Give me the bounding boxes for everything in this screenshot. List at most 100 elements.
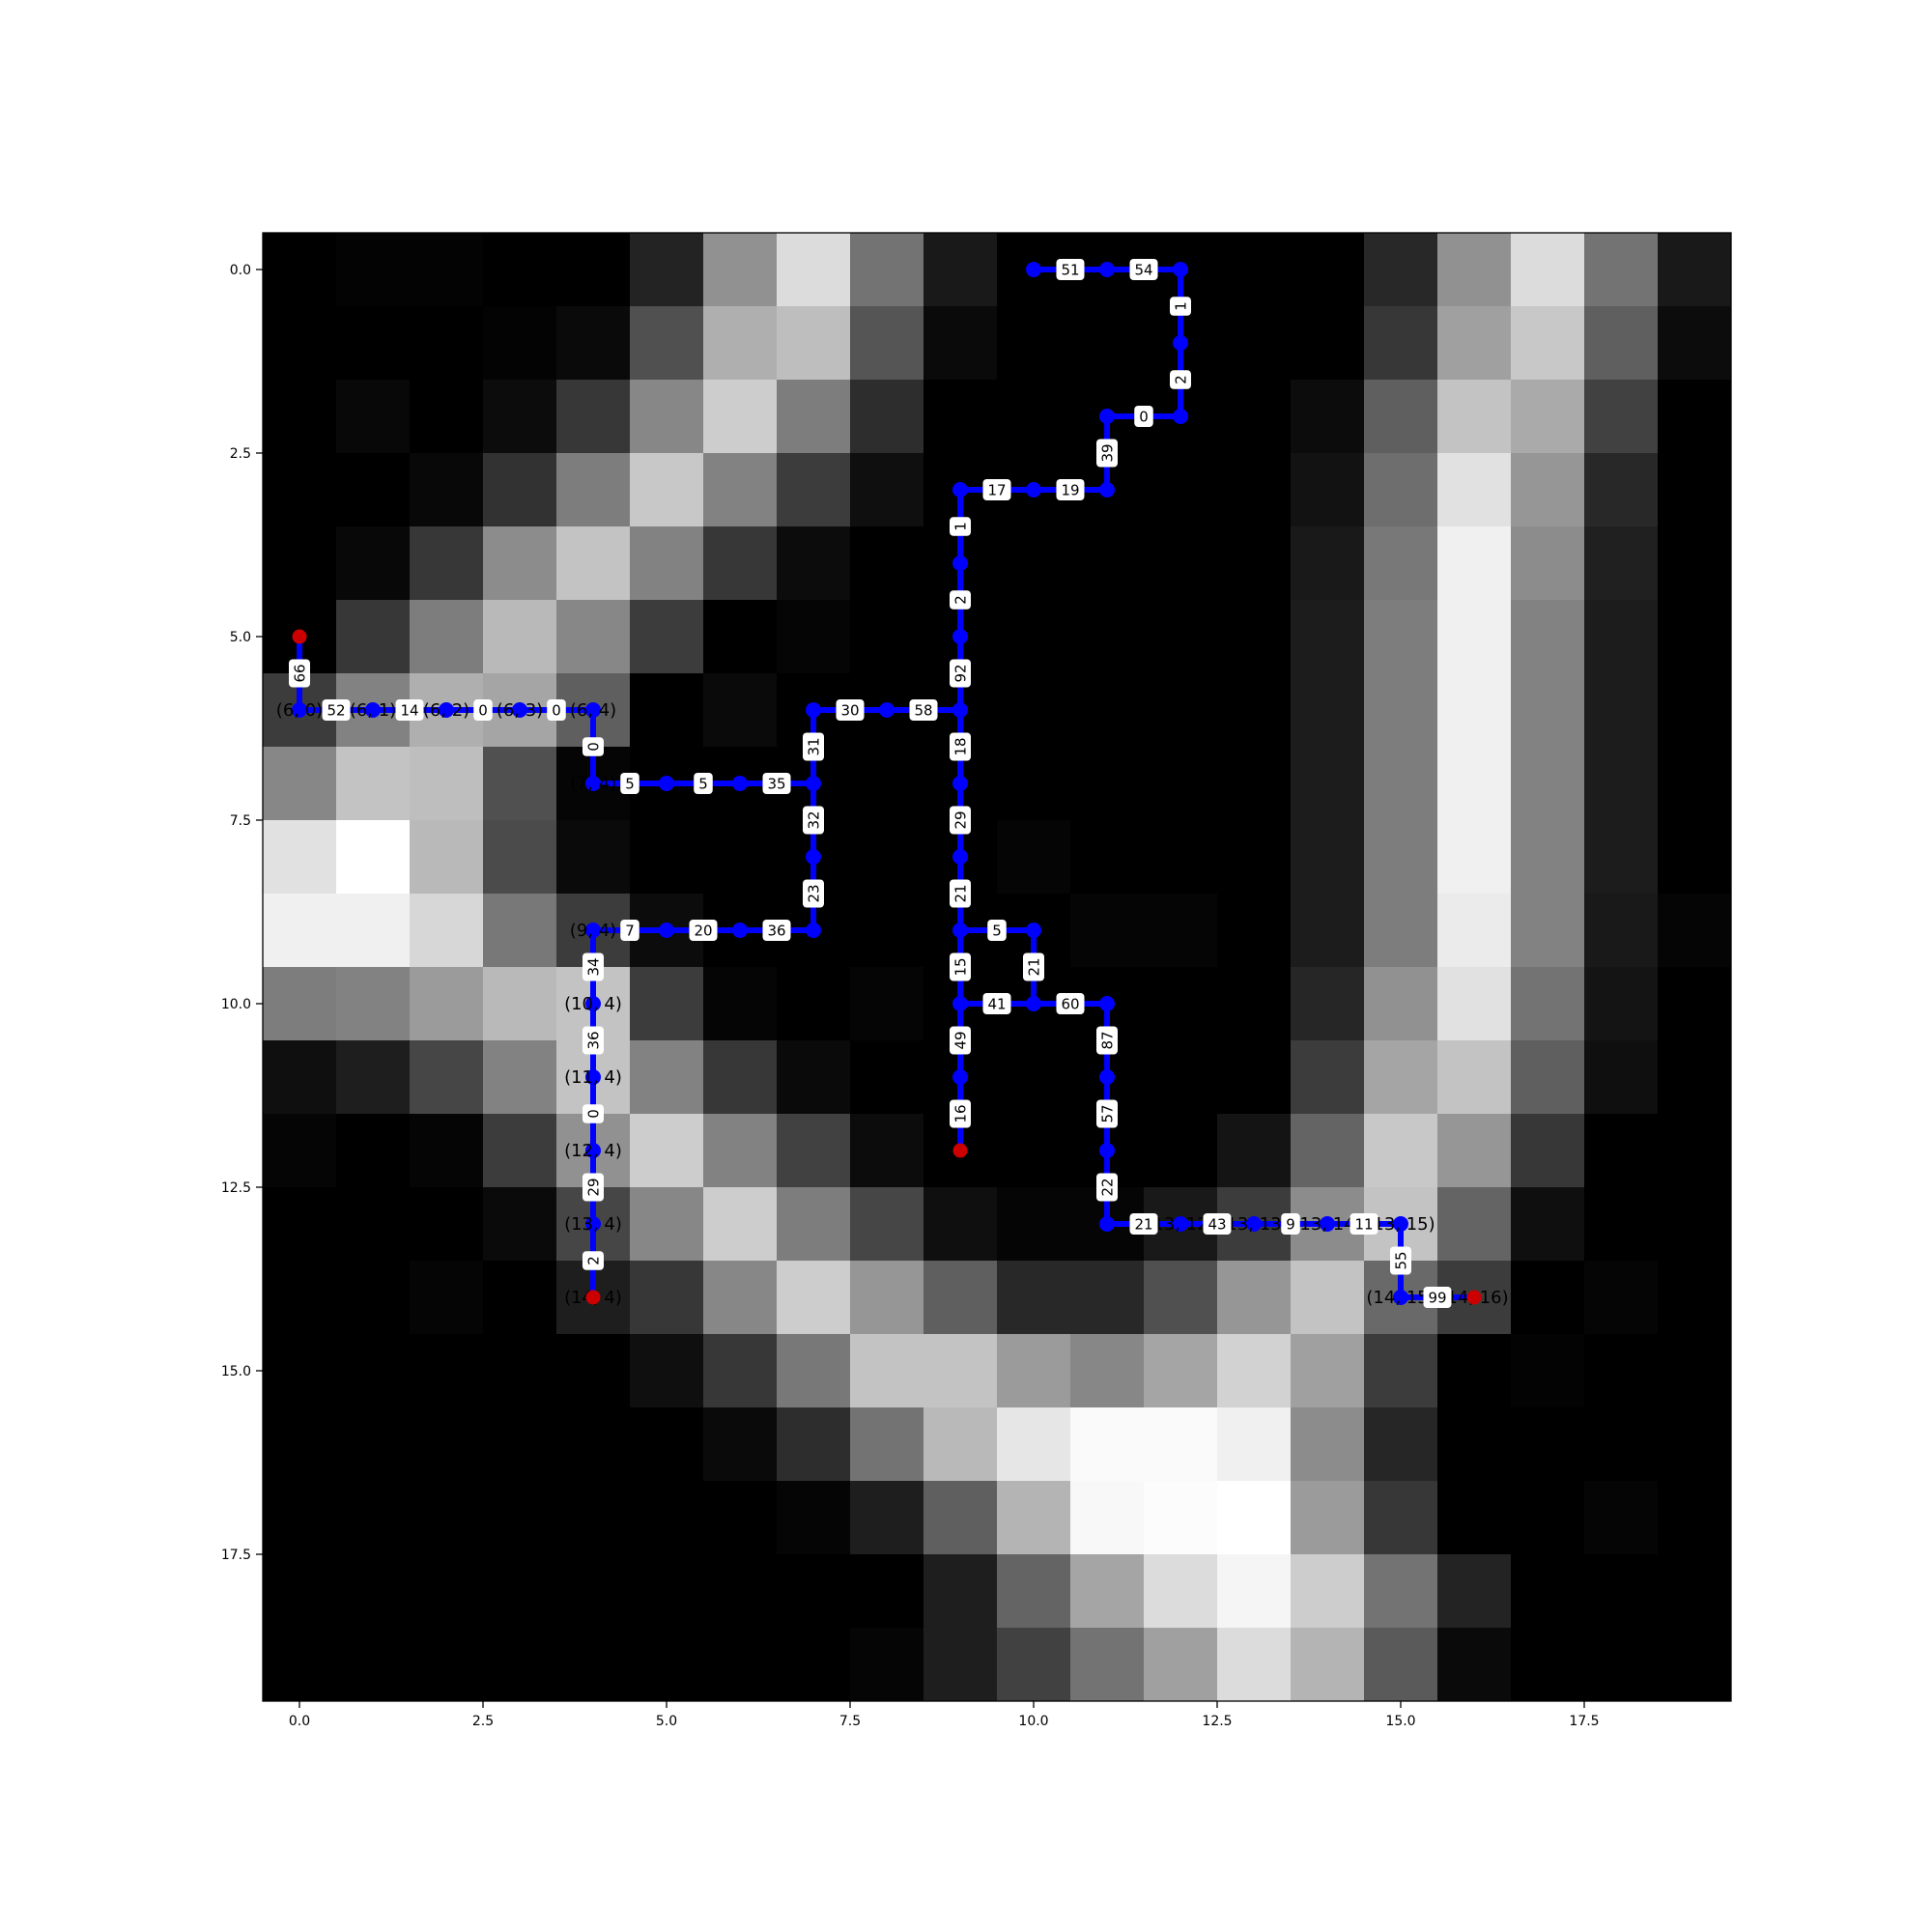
heatmap-cell bbox=[1217, 967, 1292, 1041]
endpoint-marker bbox=[952, 1143, 968, 1158]
heatmap-cell bbox=[1364, 1407, 1438, 1482]
heatmap-cell bbox=[630, 380, 704, 454]
edge-cost-box bbox=[1423, 1287, 1452, 1308]
heatmap-cell bbox=[630, 1554, 704, 1629]
heatmap-cell bbox=[1437, 1114, 1512, 1188]
edge-cost-box bbox=[982, 479, 1011, 500]
node-coordinate-label: (6, 3) bbox=[497, 700, 543, 721]
heatmap-cell bbox=[1437, 747, 1512, 821]
heatmap-cell bbox=[630, 1040, 704, 1115]
heatmap-cell bbox=[263, 453, 337, 527]
path-node bbox=[1026, 923, 1041, 938]
heatmap-cell bbox=[923, 380, 998, 454]
heatmap-cell bbox=[777, 380, 851, 454]
heatmap-cell bbox=[777, 1481, 851, 1555]
x-tick-label: 17.5 bbox=[1569, 1714, 1599, 1729]
heatmap-cell bbox=[777, 1040, 851, 1115]
edge-cost-box bbox=[582, 1104, 604, 1123]
edge-cost-text: 92 bbox=[952, 664, 970, 682]
edge-cost-label: 11 bbox=[1350, 1213, 1378, 1235]
heatmap-cell bbox=[263, 1334, 337, 1408]
heatmap-cell bbox=[1291, 1114, 1365, 1188]
edge-cost-box bbox=[762, 920, 791, 941]
y-axis: 0.0 2.5 5.0 7.5 10.0 12.5 15.0 17.5 bbox=[221, 263, 263, 1563]
heatmap-cell bbox=[336, 1554, 411, 1629]
edge-cost-label: 18 bbox=[950, 732, 971, 761]
heatmap-cell bbox=[850, 1187, 924, 1262]
heatmap-cell bbox=[1217, 1481, 1292, 1555]
edge-cost-box bbox=[582, 1251, 604, 1270]
heatmap-cell bbox=[1291, 600, 1365, 674]
heatmap-cell bbox=[410, 1628, 484, 1702]
heatmap-cell bbox=[1584, 967, 1659, 1041]
heatmap-cell bbox=[777, 1334, 851, 1408]
edge-cost-text: 43 bbox=[1208, 1216, 1226, 1234]
heatmap-cell bbox=[1511, 967, 1585, 1041]
edge-cost-label: 17 bbox=[982, 479, 1011, 500]
edge-cost-text: 0 bbox=[552, 702, 561, 720]
heatmap-cell bbox=[1511, 526, 1585, 601]
edge-cost-label: 52 bbox=[322, 699, 351, 721]
path-node bbox=[1026, 482, 1041, 497]
edge-cost-box bbox=[1170, 370, 1191, 389]
heatmap-cell bbox=[1070, 1554, 1145, 1629]
heatmap-cell bbox=[1584, 1481, 1659, 1555]
heatmap-cell bbox=[1291, 1481, 1365, 1555]
heatmap-cell bbox=[410, 453, 484, 527]
edge-cost-label: 30 bbox=[836, 699, 865, 721]
path-node bbox=[806, 849, 821, 865]
heatmap-cell bbox=[1364, 820, 1438, 895]
edge-cost-label: 14 bbox=[395, 699, 424, 721]
edge-cost-box bbox=[803, 732, 824, 761]
heatmap-cell bbox=[1364, 747, 1438, 821]
heatmap-cell bbox=[850, 380, 924, 454]
heatmap-cell bbox=[850, 747, 924, 821]
edge-cost-box bbox=[1096, 1026, 1118, 1055]
heatmap-cell bbox=[630, 1628, 704, 1702]
heatmap-cell bbox=[630, 600, 704, 674]
heatmap-cell bbox=[1364, 894, 1438, 968]
heatmap-cell bbox=[1291, 1040, 1365, 1115]
edge-cost-label: 1 bbox=[1170, 297, 1191, 316]
heatmap-cell bbox=[997, 1040, 1071, 1115]
heatmap-cell bbox=[703, 1114, 778, 1188]
heatmap-cell bbox=[1070, 820, 1145, 895]
heatmap-cell bbox=[1511, 1334, 1585, 1408]
edge-cost-box bbox=[1129, 259, 1158, 280]
heatmap-cell bbox=[630, 453, 704, 527]
heatmap-cell bbox=[1584, 600, 1659, 674]
heatmap-cell bbox=[1584, 1261, 1659, 1335]
heatmap-cell bbox=[1658, 526, 1732, 601]
heatmap-cell bbox=[1217, 747, 1292, 821]
edge-cost-box bbox=[950, 590, 971, 610]
edge-cost-text: 5 bbox=[625, 776, 635, 793]
heatmap-cell bbox=[1291, 967, 1365, 1041]
heatmap-cell bbox=[1658, 747, 1732, 821]
heatmap-cell bbox=[410, 1187, 484, 1262]
heatmap-cell bbox=[1291, 453, 1365, 527]
heatmap-cell bbox=[336, 1040, 411, 1115]
edge-cost-text: 57 bbox=[1099, 1104, 1117, 1122]
edge-cost-label: 0 bbox=[473, 699, 493, 721]
heatmap-cell bbox=[483, 1187, 557, 1262]
edge-cost-text: 18 bbox=[952, 737, 970, 755]
heatmap-cell bbox=[1658, 894, 1732, 968]
path-node bbox=[952, 702, 968, 718]
heatmap-cell bbox=[1291, 380, 1365, 454]
heatmap-cell bbox=[556, 820, 631, 895]
edge-cost-text: 29 bbox=[952, 810, 970, 829]
edge-cost-text: 21 bbox=[952, 884, 970, 902]
heatmap-cell bbox=[997, 747, 1071, 821]
heatmap-cell bbox=[1437, 1187, 1512, 1262]
edge-cost-box bbox=[689, 920, 718, 941]
heatmap-cell bbox=[630, 1334, 704, 1408]
path-node bbox=[585, 1069, 601, 1085]
heatmap-cell bbox=[1658, 453, 1732, 527]
edge-cost-label: 2 bbox=[950, 590, 971, 610]
y-tick-label: 0.0 bbox=[230, 263, 251, 278]
heatmap-cell bbox=[850, 1628, 924, 1702]
heatmap-cell bbox=[703, 1554, 778, 1629]
heatmap-cell bbox=[1511, 1114, 1585, 1188]
heatmap-cell bbox=[850, 306, 924, 381]
heatmap-cell bbox=[1437, 1407, 1512, 1482]
